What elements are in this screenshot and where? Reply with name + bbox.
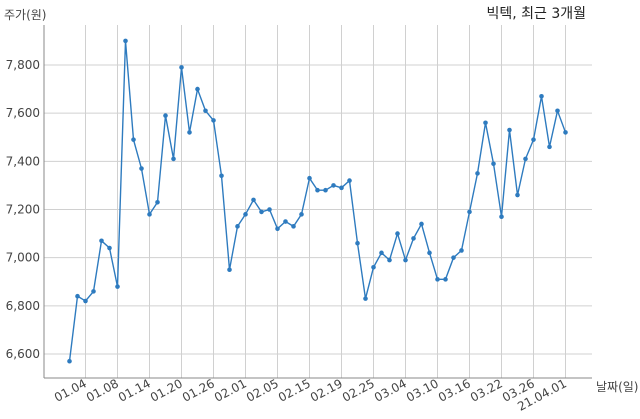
data-point <box>187 130 192 135</box>
x-tick-label: 02.19 <box>308 376 345 404</box>
chart-title: 빅텍, 최근 3개월 <box>486 6 586 22</box>
data-point <box>451 255 456 260</box>
data-point <box>163 113 168 118</box>
data-point <box>443 277 448 282</box>
y-tick-label: 7,000 <box>6 251 40 265</box>
data-point <box>219 173 224 179</box>
data-point <box>531 137 536 142</box>
x-tick-label: 03.16 <box>436 376 473 404</box>
data-point <box>275 226 280 232</box>
price-line <box>68 40 567 362</box>
x-tick-label: 03.22 <box>468 376 505 404</box>
data-point <box>323 187 328 193</box>
data-point <box>283 219 288 224</box>
data-point <box>499 214 504 220</box>
data-point <box>539 94 544 99</box>
data-point <box>419 221 424 227</box>
x-tick-label: 03.04 <box>372 376 409 404</box>
data-point <box>155 199 160 205</box>
data-point <box>243 212 248 217</box>
x-tick-label: 03.10 <box>404 376 441 404</box>
data-point <box>435 277 440 282</box>
y-tick-label: 6,800 <box>6 299 40 313</box>
data-point <box>107 245 112 251</box>
x-tick-label: 02.25 <box>340 376 377 404</box>
price-points <box>67 38 568 364</box>
data-point <box>99 238 104 244</box>
data-point <box>91 289 96 294</box>
data-point <box>515 192 520 198</box>
data-point <box>331 183 336 188</box>
data-point <box>411 236 416 241</box>
x-tick-label: 01.14 <box>116 376 153 404</box>
data-point <box>379 250 384 256</box>
data-point <box>483 120 488 126</box>
data-point <box>459 248 464 253</box>
x-tick-label: 02.05 <box>244 376 281 404</box>
data-point <box>371 265 376 270</box>
data-point <box>339 185 344 191</box>
data-point <box>523 156 528 162</box>
data-point <box>427 250 432 256</box>
data-point <box>299 212 304 217</box>
x-tick-label: 01.04 <box>52 376 89 404</box>
data-point <box>267 207 272 212</box>
data-point <box>227 267 232 273</box>
data-point <box>179 65 184 70</box>
data-point <box>251 197 256 203</box>
data-point <box>307 175 312 181</box>
data-point <box>291 224 296 229</box>
y-tick-label: 7,800 <box>6 58 40 72</box>
data-point <box>555 108 560 114</box>
x-tick-label: 01.08 <box>84 376 121 404</box>
y-tick-label: 7,600 <box>6 106 40 120</box>
data-point <box>67 358 72 364</box>
x-tick-label: 02.01 <box>212 376 249 404</box>
data-point <box>467 209 472 215</box>
data-point <box>475 171 480 176</box>
data-point <box>211 118 216 123</box>
x-axis-label: 날짜(일) <box>596 380 639 394</box>
data-point <box>83 298 88 304</box>
data-point <box>115 284 120 289</box>
x-tick-labels: 01.0401.0801.1401.2001.2602.0102.0502.15… <box>52 376 569 413</box>
grid-lines <box>44 25 592 378</box>
data-point <box>235 224 240 229</box>
y-axis-label: 주가(원) <box>4 8 47 22</box>
data-point <box>355 240 360 246</box>
y-tick-label: 7,200 <box>6 203 40 217</box>
data-point <box>491 161 496 167</box>
y-tick-labels: 6,600 6,800 7,000 7,200 7,400 7,600 7,800 <box>6 58 40 361</box>
data-point <box>195 86 200 92</box>
x-tick-label: 01.26 <box>180 376 217 404</box>
data-point <box>395 231 400 236</box>
data-point <box>203 108 208 114</box>
data-point <box>147 212 152 217</box>
data-point <box>315 187 320 193</box>
data-point <box>259 209 264 215</box>
x-tick-label: 02.15 <box>276 376 313 404</box>
x-tick-label: 01.20 <box>148 376 185 404</box>
data-point <box>547 144 552 150</box>
y-tick-label: 6,600 <box>6 347 40 361</box>
data-point <box>347 178 352 183</box>
data-point <box>403 257 408 263</box>
data-point <box>171 156 176 162</box>
data-point <box>363 296 368 301</box>
data-point <box>387 257 392 263</box>
data-point <box>75 293 80 299</box>
y-tick-label: 7,400 <box>6 154 40 168</box>
data-point <box>563 130 568 135</box>
data-point <box>139 166 144 171</box>
data-point <box>123 38 128 44</box>
data-point <box>131 137 136 142</box>
data-point <box>507 127 512 133</box>
